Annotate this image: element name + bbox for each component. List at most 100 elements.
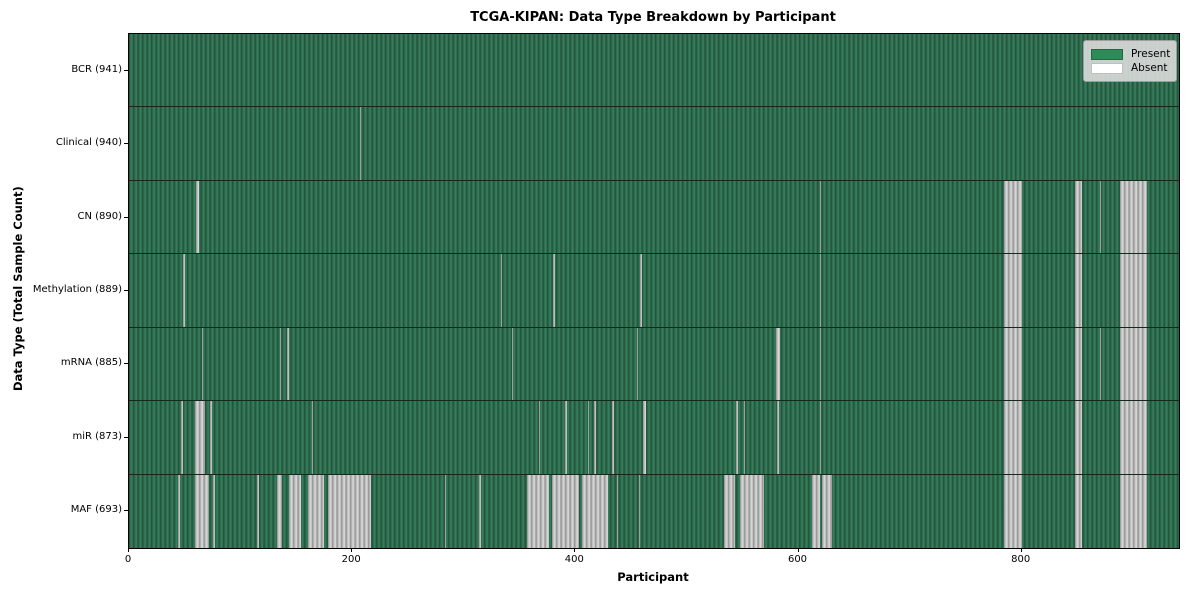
absent-stripe: [551, 474, 579, 548]
absent-stripe: [194, 401, 205, 474]
absent-stripe: [327, 474, 372, 548]
absent-stripe: [1099, 180, 1102, 254]
absent-stripe: [1119, 254, 1147, 327]
absent-stripe: [553, 254, 555, 327]
absent-stripe: [194, 474, 210, 548]
absent-stripe: [640, 254, 642, 327]
legend-present-label: Present: [1131, 48, 1171, 60]
y-tick-mark: [124, 363, 128, 365]
absent-stripe: [582, 474, 608, 548]
present-swatch-icon: [1091, 48, 1123, 60]
x-tick-mark: [1020, 548, 1022, 552]
absent-stripe: [1075, 401, 1082, 474]
y-tick-label: CN (890): [77, 210, 122, 222]
absent-stripe: [359, 107, 362, 180]
x-tick-label: 200: [341, 554, 361, 565]
heatmap-row-CN: [129, 180, 1179, 255]
absent-stripe: [288, 474, 301, 548]
absent-stripe: [638, 474, 641, 548]
absent-stripe: [587, 401, 590, 474]
heatmap-row-miR: [129, 401, 1179, 475]
legend-absent-label: Absent: [1131, 62, 1168, 74]
absent-stripe: [1075, 180, 1082, 254]
y-tick-mark: [124, 216, 128, 218]
absent-stripe: [479, 474, 481, 548]
x-tick-label: 0: [124, 554, 132, 565]
absent-stripe: [1119, 327, 1147, 401]
absent-stripe: [210, 401, 212, 474]
absent-stripe: [195, 180, 200, 254]
absent-stripe: [1075, 254, 1082, 327]
y-tick-label: Methylation (889): [32, 284, 122, 295]
absent-stripe: [1003, 254, 1022, 327]
legend: Present Absent: [1083, 40, 1177, 82]
absent-stripe: [819, 401, 822, 474]
absent-stripe: [182, 254, 185, 327]
absent-stripe: [743, 401, 746, 474]
absent-stripe: [1119, 474, 1147, 548]
x-axis-label: Participant: [617, 570, 689, 584]
heatmap-row-BCR: [129, 34, 1179, 108]
absent-stripe: [277, 474, 282, 548]
heatmap-row-Methylation: [129, 254, 1179, 328]
absent-stripe: [500, 254, 503, 327]
absent-stripe: [819, 180, 822, 254]
absent-stripe: [511, 327, 514, 401]
legend-item-present: Present: [1091, 48, 1171, 60]
absent-stripe: [819, 327, 822, 401]
absent-stripe: [311, 401, 314, 474]
absent-stripe: [594, 401, 596, 474]
absent-stripe: [1099, 327, 1102, 401]
x-tick-mark: [351, 548, 353, 552]
absent-stripe: [776, 327, 780, 401]
absent-stripe: [212, 474, 215, 548]
legend-item-absent: Absent: [1091, 62, 1169, 74]
x-tick-mark: [128, 548, 129, 552]
absent-stripe: [819, 254, 822, 327]
y-tick-mark: [124, 143, 128, 145]
absent-stripe: [777, 401, 779, 474]
y-tick-label: BCR (941): [71, 63, 122, 75]
absent-stripe: [307, 474, 325, 548]
y-tick-mark: [124, 510, 128, 512]
absent-stripe: [612, 401, 614, 474]
x-tick-mark: [797, 548, 799, 552]
absent-stripe: [821, 474, 832, 548]
absent-stripe: [287, 327, 289, 401]
absent-stripe: [444, 474, 447, 548]
y-axis-label: Data Type (Total Sample Count): [11, 186, 25, 391]
absent-stripe: [538, 401, 540, 474]
heatmap-row-Clinical: [129, 107, 1179, 181]
absent-stripe: [636, 327, 639, 401]
absent-stripe: [1075, 327, 1082, 401]
x-tick-label: 800: [1011, 554, 1031, 565]
y-tick-mark: [124, 69, 128, 71]
absent-stripe: [1003, 327, 1022, 401]
absent-stripe: [279, 327, 282, 401]
heatmap-row-mRNA: [129, 327, 1179, 402]
heatmap-plot-area: [128, 33, 1180, 549]
absent-stripe: [740, 474, 764, 548]
y-tick-label: Clinical (940): [55, 137, 122, 149]
absent-stripe: [1075, 474, 1082, 548]
x-tick-label: 600: [787, 554, 808, 565]
y-tick-mark: [124, 436, 128, 438]
absent-stripe: [723, 474, 735, 548]
absent-stripe: [181, 401, 183, 474]
absent-stripe: [257, 474, 259, 548]
y-tick-label: MAF (693): [70, 504, 122, 516]
heatmap-row-MAF: [129, 474, 1179, 548]
y-tick-label: miR (873): [72, 430, 122, 442]
absent-stripe: [1003, 401, 1022, 474]
absent-stripe: [1119, 401, 1147, 474]
absent-swatch-icon: [1091, 62, 1123, 74]
absent-stripe: [643, 401, 646, 474]
absent-stripe: [1119, 180, 1147, 254]
absent-stripe: [201, 327, 204, 401]
absent-stripe: [178, 474, 181, 548]
chart-title: TCGA-KIPAN: Data Type Breakdown by Parti…: [470, 10, 836, 25]
absent-stripe: [1003, 180, 1022, 254]
absent-stripe: [811, 474, 820, 548]
x-tick-label: 400: [564, 554, 584, 565]
